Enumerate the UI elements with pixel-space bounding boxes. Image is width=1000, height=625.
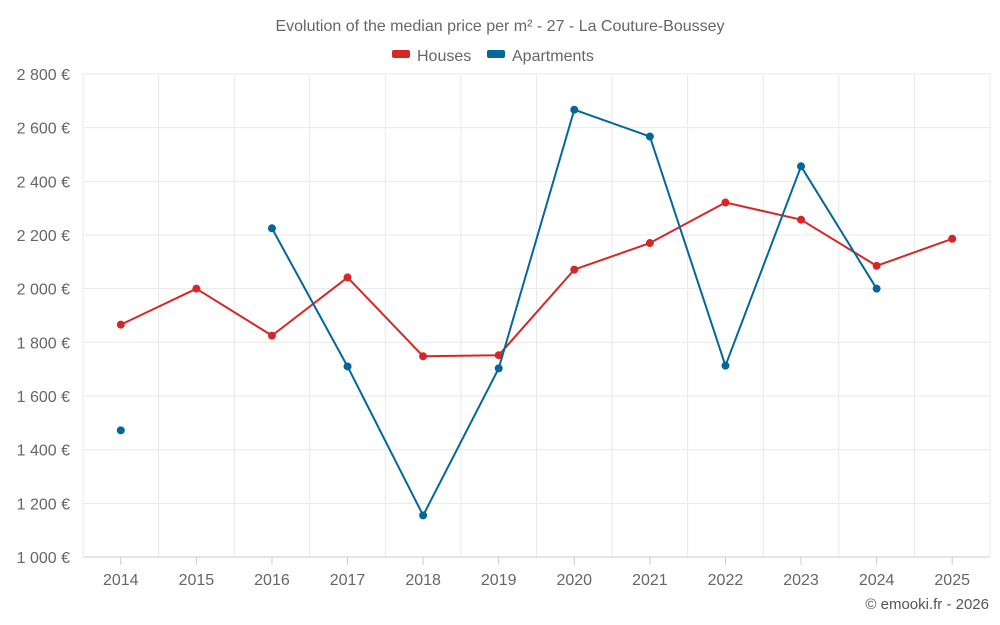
y-tick-label: 2 600 € xyxy=(17,121,70,138)
data-point-apartments[interactable] xyxy=(343,362,352,371)
data-point-houses[interactable] xyxy=(721,198,730,207)
data-point-apartments[interactable] xyxy=(797,162,806,171)
legend-item-apartments[interactable]: Apartments xyxy=(487,48,594,65)
legend-swatch xyxy=(392,50,410,58)
series-houses xyxy=(116,198,957,361)
x-axis-ticks: 2014 2015 2016 2017 2018 2019 2020 2021 2022 2023… xyxy=(103,557,970,589)
legend-item-houses[interactable]: Houses xyxy=(392,48,471,65)
data-point-houses[interactable] xyxy=(192,284,201,293)
x-tick-label: 2024 xyxy=(859,572,895,589)
series-layer xyxy=(116,105,957,520)
data-point-apartments[interactable] xyxy=(645,132,654,141)
chart-title: Evolution of the median price per m² - 2… xyxy=(275,18,724,35)
data-point-houses[interactable] xyxy=(494,351,503,360)
y-gridlines xyxy=(83,73,990,504)
x-tick-label: 2016 xyxy=(254,572,290,589)
y-tick-label: 1 200 € xyxy=(17,496,70,513)
data-point-houses[interactable] xyxy=(419,352,428,361)
x-gridlines xyxy=(82,74,991,557)
data-point-houses[interactable] xyxy=(872,261,881,270)
x-tick-label: 2022 xyxy=(708,572,744,589)
y-tick-label: 1 000 € xyxy=(17,550,70,567)
x-tick-label: 2020 xyxy=(556,572,592,589)
data-point-houses[interactable] xyxy=(797,215,806,224)
data-point-houses[interactable] xyxy=(570,265,579,274)
y-axis-ticks: 1 000 € 1 200 € 1 400 € 1 600 € 1 800 € 2 000… xyxy=(17,67,70,567)
data-point-apartments[interactable] xyxy=(721,361,730,370)
data-point-apartments[interactable] xyxy=(419,511,428,520)
y-tick-label: 2 000 € xyxy=(17,282,70,299)
data-point-houses[interactable] xyxy=(267,331,276,340)
y-tick-label: 2 200 € xyxy=(17,228,70,245)
y-tick-label: 1 800 € xyxy=(17,335,70,352)
credit-text: © emooki.fr - 2026 xyxy=(865,596,989,613)
x-tick-label: 2017 xyxy=(330,572,366,589)
x-tick-label: 2014 xyxy=(103,572,139,589)
x-tick-label: 2018 xyxy=(405,572,441,589)
y-tick-label: 2 800 € xyxy=(17,67,70,84)
data-point-apartments[interactable] xyxy=(116,426,125,435)
legend-label: Apartments xyxy=(512,48,594,65)
y-tick-label: 1 600 € xyxy=(17,389,70,406)
data-point-apartments[interactable] xyxy=(570,105,579,114)
data-point-houses[interactable] xyxy=(948,234,957,243)
legend: Houses Apartments xyxy=(392,48,594,65)
data-point-apartments[interactable] xyxy=(267,224,276,233)
x-tick-label: 2015 xyxy=(179,572,215,589)
series-line-apartments xyxy=(271,108,878,517)
x-tick-label: 2019 xyxy=(481,572,517,589)
series-apartments xyxy=(116,105,881,520)
x-tick-label: 2025 xyxy=(934,572,970,589)
data-point-houses[interactable] xyxy=(645,239,654,248)
x-tick-label: 2021 xyxy=(632,572,668,589)
data-point-houses[interactable] xyxy=(116,320,125,329)
data-point-houses[interactable] xyxy=(343,273,352,282)
legend-swatch xyxy=(487,50,505,58)
y-tick-label: 2 400 € xyxy=(17,174,70,191)
legend-label: Houses xyxy=(417,48,471,65)
data-point-apartments[interactable] xyxy=(872,284,881,293)
series-line-houses xyxy=(120,201,953,358)
y-tick-label: 1 400 € xyxy=(17,443,70,460)
data-point-apartments[interactable] xyxy=(494,364,503,373)
x-tick-label: 2023 xyxy=(783,572,819,589)
